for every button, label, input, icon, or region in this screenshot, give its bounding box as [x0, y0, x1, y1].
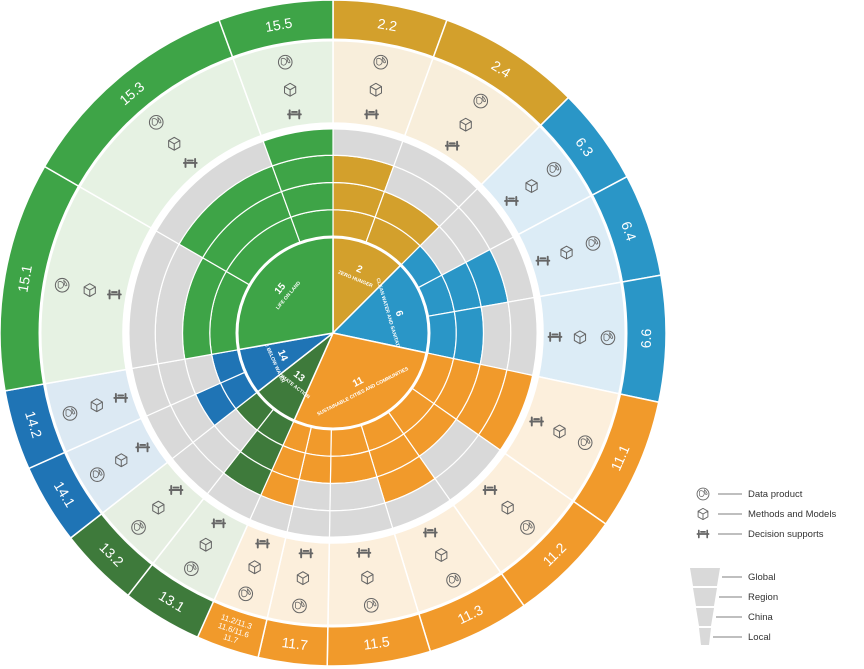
- goal-number: 2: [355, 264, 365, 276]
- target-sector: 15.5: [218, 0, 334, 244]
- target-sector: 6.4: [416, 175, 662, 318]
- data-product-icon: [696, 487, 710, 501]
- target-label: 6.4: [618, 219, 640, 243]
- scale-block-global: [690, 568, 720, 586]
- legend-scale: Global Region China Local: [690, 568, 778, 645]
- goal-number: 14: [275, 348, 290, 363]
- target-sector: 15.3: [43, 19, 301, 286]
- target-sector: 11.7: [257, 425, 332, 667]
- target-sector: 11.2: [387, 387, 607, 607]
- target-label: 11.5: [362, 633, 390, 653]
- legend-type-0: Data product: [696, 487, 803, 501]
- legend-scale-label: Local: [748, 632, 771, 643]
- legend-scale-label: Region: [748, 592, 778, 603]
- legend-label: Decision supports: [748, 529, 824, 540]
- goal-number: 6: [393, 309, 405, 318]
- scale-block-local: [699, 628, 711, 645]
- target-sector: 11.3: [360, 410, 526, 653]
- target-label: 15.5: [264, 14, 294, 35]
- decision-supports-icon: [696, 529, 710, 539]
- methods-models-icon: [697, 507, 709, 521]
- target-sector: 11.5: [326, 424, 432, 667]
- scale-block-region: [693, 588, 717, 606]
- target-sector: 13.2: [69, 391, 275, 597]
- target-label: 15.1: [15, 264, 36, 294]
- goal-number: 11: [351, 375, 366, 390]
- target-sector: 13.1: [126, 407, 295, 639]
- legend-type-2: Decision supports: [696, 529, 824, 540]
- target-label: 6.6: [638, 328, 654, 348]
- target-label: 2.2: [376, 15, 398, 34]
- target-sector: 6.6: [426, 274, 667, 404]
- legend-label: Data product: [748, 489, 803, 500]
- scale-block-china: [696, 608, 714, 626]
- target-label: 14.2: [22, 409, 45, 440]
- wheel-root: 2.22.46.36.46.611.111.211.311.511.711.2/…: [0, 0, 667, 667]
- target-sector: 11.2/11.311.6/11.611.7: [196, 419, 313, 659]
- legend-type-1: Methods and Models: [697, 507, 836, 521]
- legend-scale-label: China: [748, 612, 774, 623]
- legend-scale-label: Global: [748, 572, 775, 583]
- legend-label: Methods and Models: [748, 509, 836, 520]
- target-label: 11.7: [281, 634, 309, 653]
